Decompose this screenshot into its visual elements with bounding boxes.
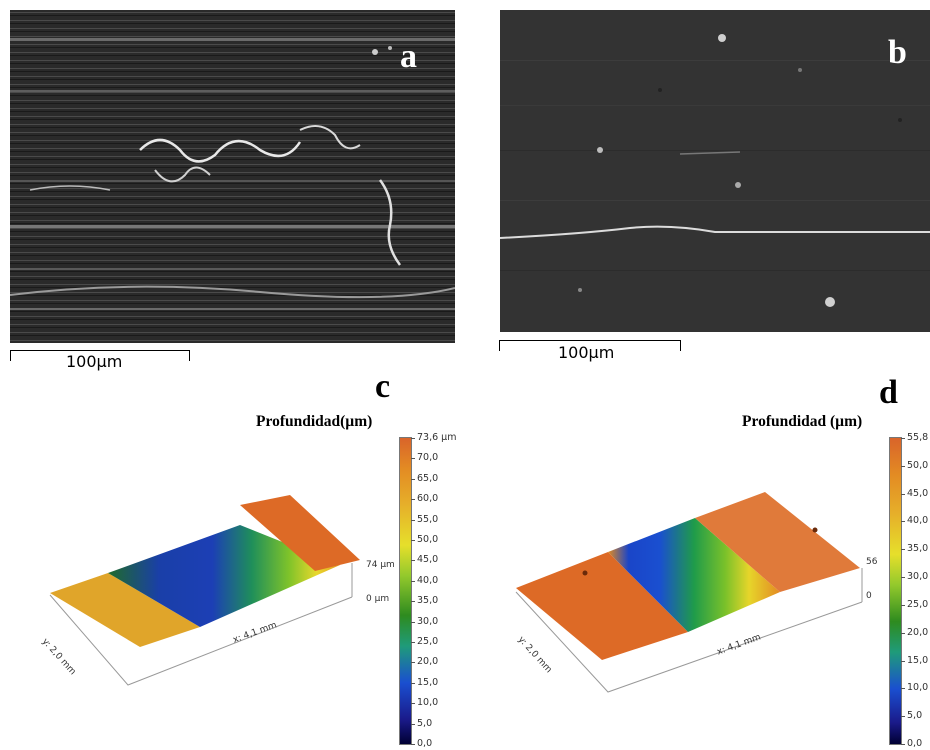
colorbar-d <box>889 437 902 745</box>
sem-image-a <box>10 10 455 343</box>
colorbar-tick-label-c: 10,0 <box>417 697 439 709</box>
colorbar-tick-label-d: 15,0 <box>907 654 929 666</box>
colorbar-tick-label-c: 25,0 <box>417 636 439 647</box>
colorbar-tick-label-c: 55,0 <box>417 513 439 525</box>
colorbar-tick-label-c: 60,0 <box>417 493 439 505</box>
scale-label-a: 100µm <box>66 352 123 371</box>
surface-groove-c <box>108 525 340 627</box>
scalebar-b <box>499 340 681 351</box>
colorbar-tick-label-d: 25,0 <box>907 598 929 610</box>
colorbar-tick-label-d: 40,0 <box>907 515 929 527</box>
colorbar-tick-label-d: 50,0 <box>907 459 929 471</box>
colorbar-tick-mark-d <box>901 549 905 551</box>
sem-texture-b <box>500 10 930 332</box>
colorbar-tick-label-d: 0,0 <box>907 738 923 749</box>
panel-letter-b: b <box>888 34 907 71</box>
colorbar-tick-mark-c <box>411 662 415 664</box>
surface-right-plateau-d <box>695 492 860 592</box>
colorbar-tick-mark-c <box>411 601 415 603</box>
sem-image-b <box>500 10 930 332</box>
colorbar-tick-label-d: 10,0 <box>907 682 929 694</box>
colorbar-tick-mark-c <box>411 723 415 725</box>
colorbar-tick-mark-c <box>411 438 415 439</box>
colorbar-tick-label-c: 5,0 <box>417 717 433 729</box>
z-top-label-d: 56 <box>866 557 878 567</box>
colorbar-tick-mark-d <box>901 438 905 439</box>
colorbar-title-d: Profundidad (µm) <box>742 413 863 430</box>
scale-label-b: 100µm <box>558 343 615 362</box>
colorbar-tick-label-c: 50,0 <box>417 534 439 545</box>
colorbar-tick-mark-c <box>411 540 415 541</box>
z-top-label-c: 74 µm <box>366 560 395 570</box>
colorbar-tick-mark-c <box>411 642 415 643</box>
colorbar-tick-label-c: 45,0 <box>417 554 439 566</box>
colorbar-tick-mark-d <box>901 744 905 745</box>
colorbar-tick-label-c: 35,0 <box>417 595 439 607</box>
colorbar-tick-mark-c <box>411 621 415 623</box>
colorbar-tick-mark-d <box>901 688 905 690</box>
colorbar-title-c: Profundidad(µm) <box>256 413 373 430</box>
surface-left-flat-c <box>50 573 200 647</box>
colorbar-tick-label-d: 30,0 <box>907 571 929 583</box>
colorbar-tick-label-d: 35,0 <box>907 543 929 555</box>
colorbar-tick-mark-d <box>901 604 905 606</box>
colorbar-tick-label-d: 20,0 <box>907 626 929 638</box>
colorbar-tick-label-c: 30,0 <box>417 615 439 627</box>
colorbar-c <box>399 437 412 745</box>
colorbar-tick-mark-c <box>411 519 415 521</box>
z-bottom-label-c: 0 µm <box>366 594 390 604</box>
colorbar-tick-label-c: 70,0 <box>417 452 439 464</box>
sem-texture-a <box>10 10 455 343</box>
colorbar-tick-mark-d <box>901 521 905 523</box>
surface-3d-c <box>49 495 360 686</box>
colorbar-tick-mark-c <box>411 458 415 460</box>
colorbar-tick-mark-d <box>901 716 905 718</box>
colorbar-tick-label-c: 20,0 <box>417 656 439 668</box>
colorbar-tick-label-c: 15,0 <box>417 676 439 688</box>
panel-letter-d: d <box>879 374 898 411</box>
z-bottom-label-d: 0 <box>866 591 872 601</box>
colorbar-tick-mark-c <box>411 560 415 562</box>
surface-groove-d <box>608 518 780 632</box>
colorbar-tick-mark-c <box>411 499 415 501</box>
colorbar-tick-mark-c <box>411 580 415 582</box>
colorbar-tick-mark-c <box>411 478 415 480</box>
colorbar-tick-mark-c <box>411 744 415 745</box>
panel-letter-c: c <box>375 368 391 405</box>
colorbar-tick-mark-d <box>901 577 905 579</box>
scalebar-a <box>10 350 190 361</box>
colorbar-tick-mark-c <box>411 703 415 705</box>
colorbar-tick-mark-d <box>901 660 905 662</box>
colorbar-tick-mark-d <box>901 493 905 495</box>
colorbar-tick-label-d: 55,8 <box>907 432 929 443</box>
colorbar-tick-label-c: 0,0 <box>417 738 433 749</box>
surface-left-flat-d <box>516 552 688 660</box>
colorbar-tick-mark-d <box>901 465 905 467</box>
colorbar-tick-mark-d <box>901 632 905 634</box>
panel-letter-a: a <box>400 38 417 75</box>
colorbar-tick-label-d: 45,0 <box>907 487 929 499</box>
colorbar-tick-label-d: 5,0 <box>907 710 923 722</box>
surface-3d-d <box>515 492 863 693</box>
surface-right-plateau-c <box>240 495 360 571</box>
colorbar-tick-mark-c <box>411 682 415 684</box>
colorbar-tick-label-c: 65,0 <box>417 472 439 484</box>
colorbar-tick-label-c: 40,0 <box>417 574 439 586</box>
colorbar-tick-label-c: 73,6 µm <box>417 432 457 443</box>
